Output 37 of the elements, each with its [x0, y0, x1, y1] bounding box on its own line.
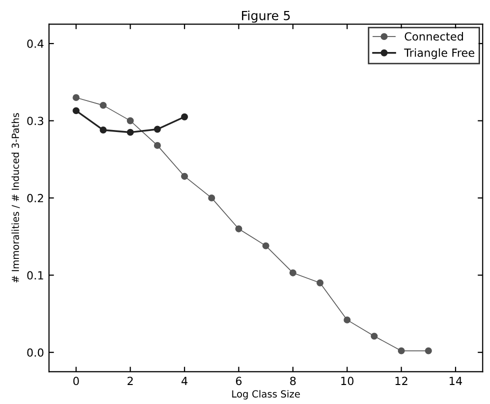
chart-title: Figure 5 — [242, 10, 290, 23]
point — [100, 102, 107, 109]
y-tick-label: 0.3 — [27, 116, 44, 126]
point — [72, 94, 80, 102]
x-tick-label: 8 — [290, 376, 296, 386]
point — [344, 316, 351, 324]
legend-label: Triangle Free — [404, 48, 474, 60]
y-axis-title: # Immoralities / # Induced 3-Paths — [12, 113, 20, 283]
legend-label: Connected — [404, 32, 463, 41]
point — [154, 126, 161, 133]
point — [126, 117, 134, 124]
point — [316, 279, 324, 286]
y-tick-label: 0.2 — [27, 194, 44, 202]
point — [100, 126, 107, 134]
point — [289, 269, 296, 276]
x-tick-label: 0 — [73, 376, 79, 386]
x-axis-title: Log Class Size — [232, 390, 300, 400]
point — [262, 242, 270, 250]
x-tick-label: 2 — [128, 376, 133, 385]
x-tick-label: 6 — [236, 376, 242, 386]
point — [370, 332, 378, 340]
point — [398, 347, 405, 354]
y-tick-label: 0.1 — [27, 271, 44, 280]
point — [208, 194, 216, 202]
x-tick-label: 4 — [182, 376, 188, 385]
point — [154, 142, 161, 149]
point — [72, 107, 80, 114]
x-tick-label: 14 — [450, 376, 462, 385]
point — [424, 347, 432, 354]
y-tick-label: 0.0 — [27, 348, 44, 357]
point — [181, 113, 188, 120]
point — [126, 128, 134, 136]
point — [235, 225, 242, 232]
x-tick-label: 10 — [341, 376, 354, 386]
point — [181, 172, 188, 180]
x-tick-label: 12 — [395, 376, 408, 385]
y-tick-label: 0.4 — [27, 40, 44, 48]
